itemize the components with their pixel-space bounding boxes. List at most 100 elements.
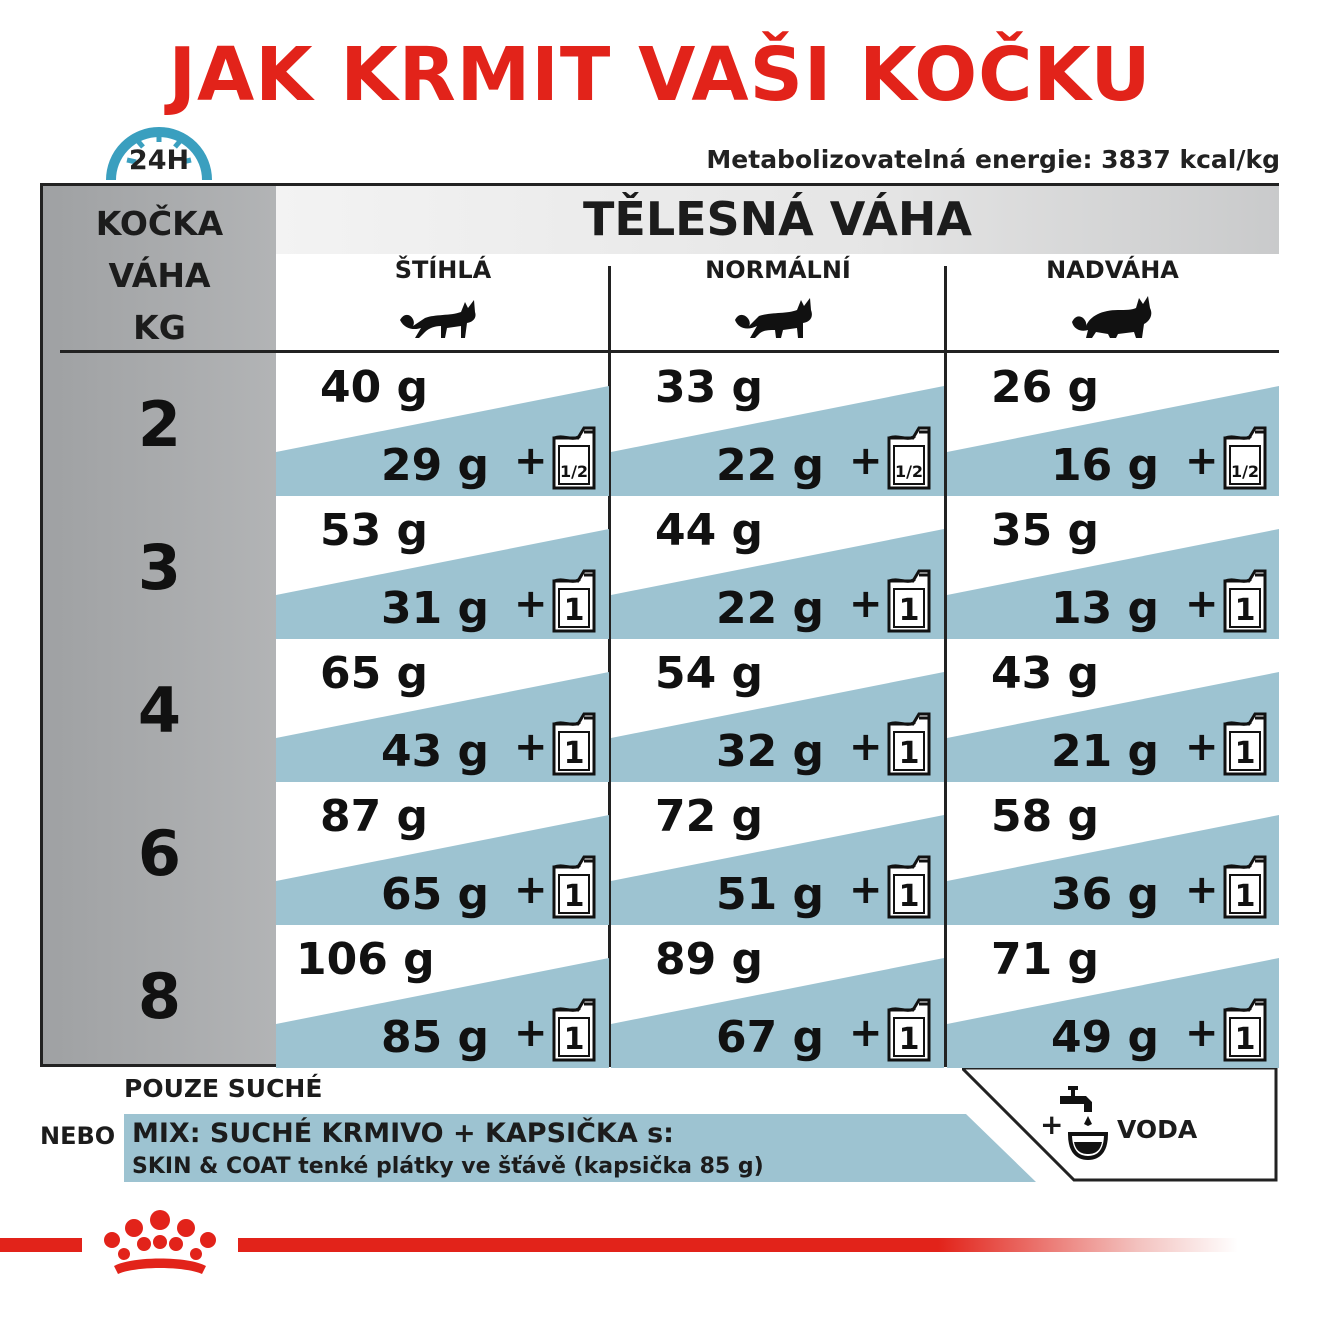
- feeding-cell: 35 g 13 g +1: [947, 497, 1279, 639]
- dry-only-amount: 35 g: [991, 505, 1100, 556]
- category-label: ŠTÍHLÁ: [394, 256, 492, 284]
- plus-sign: +: [514, 867, 548, 913]
- mix-dry-amount: 43 g: [380, 726, 489, 777]
- mix-band: [947, 958, 1279, 1068]
- feeding-cell: 44 g 22 g +1: [611, 497, 944, 639]
- mix-band: [276, 529, 609, 639]
- plus-sign: +: [1185, 581, 1219, 627]
- pouch-amount: 1: [564, 879, 585, 914]
- category-label: NORMÁLNÍ: [705, 256, 851, 284]
- mix-dry-amount: 22 g: [715, 583, 824, 634]
- pouch-icon: 1: [887, 569, 931, 633]
- feeding-cell: 87 g 65 g +1: [276, 783, 609, 925]
- plus-sign: +: [849, 438, 883, 484]
- mix-band: [611, 529, 944, 639]
- mix-dry-amount: 16 g: [1050, 440, 1159, 491]
- page-title: JAK KRMIT VAŠI KOČKU: [168, 32, 1152, 118]
- dry-only-amount: 54 g: [655, 648, 764, 699]
- pouch-icon: 1: [552, 569, 596, 633]
- pouch-amount: 1: [899, 1022, 920, 1057]
- plus-sign: +: [1185, 867, 1219, 913]
- pouch-amount: 1: [1235, 593, 1256, 628]
- water-tap-icon: [1060, 1086, 1109, 1161]
- pouch-icon: 1: [1223, 855, 1267, 919]
- royal-canin-crown-logo: [104, 1210, 216, 1274]
- feeding-cell: 58 g 36 g +1: [947, 783, 1279, 925]
- mix-band: [276, 386, 609, 496]
- dry-only-amount: 33 g: [655, 362, 764, 413]
- plus-sign: +: [849, 724, 883, 770]
- cat-weight-value: 3: [137, 531, 182, 604]
- pouch-amount: 1: [899, 736, 920, 771]
- mix-dry-amount: 49 g: [1050, 1012, 1159, 1063]
- plus-sign: +: [514, 438, 548, 484]
- mix-band: [276, 815, 609, 925]
- mix-dry-amount: 31 g: [380, 583, 489, 634]
- clock-label: 24H: [128, 145, 190, 176]
- header-rule: [60, 350, 1279, 353]
- water-plus: +: [1040, 1108, 1064, 1141]
- mix-band: [611, 815, 944, 925]
- clock-icon: [106, 127, 212, 181]
- mix-title: MIX: SUCHÉ KRMIVO + KAPSIČKA s:: [132, 1118, 674, 1149]
- plus-sign: +: [849, 1010, 883, 1056]
- column-divider: [944, 266, 947, 1067]
- mix-band: [947, 386, 1279, 496]
- mix-band: [276, 958, 609, 1068]
- plus-sign: +: [849, 581, 883, 627]
- pouch-amount: 1/2: [1231, 462, 1259, 481]
- feeding-cell: 53 g 31 g +1: [276, 497, 609, 639]
- cat-weight-header: KOČKA VÁHA KG: [43, 198, 276, 354]
- mix-band: [611, 386, 944, 496]
- feeding-cell: 71 g 49 g +1: [947, 926, 1279, 1068]
- dry-only-amount: 58 g: [991, 791, 1100, 842]
- pouch-amount: 1: [899, 879, 920, 914]
- pouch-icon: 1: [1223, 569, 1267, 633]
- pouch-icon: 1: [887, 855, 931, 919]
- cat-weight-value: 2: [137, 388, 182, 461]
- feeding-cell: 33 g 22 g +1/2: [611, 354, 944, 496]
- cat-weight-header-line: KOČKA: [95, 204, 224, 243]
- pouch-amount: 1/2: [560, 462, 588, 481]
- column-divider: [608, 266, 611, 1067]
- dry-only-amount: 65 g: [320, 648, 429, 699]
- mix-band: [947, 672, 1279, 782]
- plus-sign: +: [514, 1010, 548, 1056]
- mix-band: [611, 672, 944, 782]
- plus-sign: +: [849, 867, 883, 913]
- pouch-icon: 1: [1223, 712, 1267, 776]
- water-box: [962, 1068, 1278, 1182]
- cat-overweight-icon: [1072, 296, 1152, 338]
- plus-sign: +: [1185, 724, 1219, 770]
- pouch-amount: 1: [564, 1022, 585, 1057]
- feeding-cell: 54 g 32 g +1: [611, 640, 944, 782]
- pouch-amount: 1: [1235, 879, 1256, 914]
- dry-only-amount: 72 g: [655, 791, 764, 842]
- mix-dry-amount: 32 g: [715, 726, 824, 777]
- pouch-icon: 1: [887, 712, 931, 776]
- pouch-amount: 1: [1235, 1022, 1256, 1057]
- feeding-cell: 40 g 29 g +1/2: [276, 354, 609, 496]
- pouch-amount: 1: [899, 593, 920, 628]
- category-overweight: NADVÁHA: [946, 256, 1279, 284]
- dry-only-amount: 26 g: [991, 362, 1100, 413]
- pouch-icon: 1/2: [887, 426, 931, 490]
- pouch-icon: 1/2: [1223, 426, 1267, 490]
- mix-band: [611, 958, 944, 1068]
- water-label: VODA: [1117, 1115, 1198, 1144]
- dry-only-amount: 44 g: [655, 505, 764, 556]
- pouch-icon: 1: [887, 998, 931, 1062]
- cat-slim-icon: [400, 300, 476, 338]
- plus-sign: +: [1185, 1010, 1219, 1056]
- dry-only-amount: 89 g: [655, 934, 764, 985]
- plus-sign: +: [1185, 438, 1219, 484]
- mix-dry-amount: 65 g: [380, 869, 489, 920]
- energy-info: Metabolizovatelná energie: 3837 kcal/kg: [706, 145, 1280, 174]
- mix-dry-amount: 13 g: [1050, 583, 1159, 634]
- cat-weight-value: 8: [137, 960, 182, 1033]
- mix-dry-amount: 67 g: [715, 1012, 824, 1063]
- mix-band: [947, 529, 1279, 639]
- cat-weight-value: 6: [137, 817, 182, 890]
- category-normal: NORMÁLNÍ: [610, 256, 946, 284]
- cat-weight-header-line: VÁHA: [108, 256, 211, 295]
